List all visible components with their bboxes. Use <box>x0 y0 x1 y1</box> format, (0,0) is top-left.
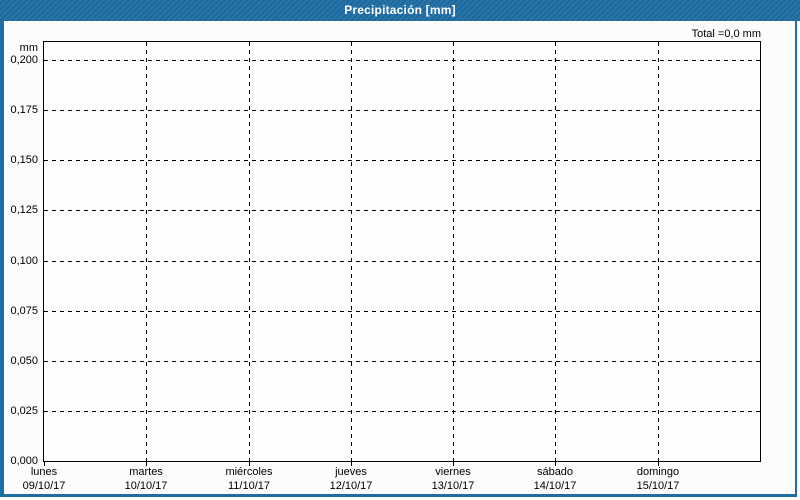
y-tick-label: 0,200 <box>10 54 38 66</box>
x-tick-mark <box>351 462 352 466</box>
v-gridline <box>351 42 352 461</box>
x-tick-day-label: martes <box>129 466 163 478</box>
h-gridline <box>44 311 760 312</box>
x-tick-date-label: 10/10/17 <box>124 480 168 492</box>
y-tick-label: 0,150 <box>10 154 38 166</box>
x-tick-day-label: domingo <box>636 466 680 478</box>
x-tick-day-label: miércoles <box>225 466 273 478</box>
y-tick-label: 0,000 <box>10 455 38 467</box>
x-tick-day-label: jueves <box>335 466 367 478</box>
x-tick-date-label: 12/10/17 <box>329 480 373 492</box>
chart-title: Precipitación [mm] <box>344 3 456 17</box>
h-gridline <box>44 110 760 111</box>
h-gridline <box>44 411 760 412</box>
chart-title-bar: Precipitación [mm] <box>0 0 800 21</box>
y-tick-label: 0,075 <box>10 305 38 317</box>
total-label: Total =0,0 mm <box>691 28 761 40</box>
y-axis-unit-label: mm <box>19 42 38 54</box>
x-tick-mark <box>146 462 147 466</box>
x-tick-mark <box>658 462 659 466</box>
x-tick-mark <box>249 462 250 466</box>
h-gridline <box>44 60 760 61</box>
v-gridline <box>146 42 147 461</box>
x-tick-date-label: 13/10/17 <box>431 480 475 492</box>
h-gridline <box>44 361 760 362</box>
y-tick-label: 0,050 <box>10 355 38 367</box>
y-tick-label: 0,100 <box>10 255 38 267</box>
v-gridline <box>658 42 659 461</box>
v-gridline <box>249 42 250 461</box>
h-gridline <box>44 210 760 211</box>
x-tick-day-label: viernes <box>435 466 471 478</box>
v-gridline <box>555 42 556 461</box>
h-gridline <box>44 261 760 262</box>
y-tick-label: 0,125 <box>10 204 38 216</box>
h-gridline <box>44 160 760 161</box>
chart-frame: Total =0,0 mm mm 0,000 0,025 0,050 0,075 0,1… <box>0 21 797 497</box>
x-tick-day-label: sábado <box>536 466 574 478</box>
x-tick-date-label: 15/10/17 <box>636 480 680 492</box>
x-tick-mark <box>453 462 454 466</box>
v-gridline <box>453 42 454 461</box>
x-tick-mark <box>44 462 45 466</box>
chart-canvas: Total =0,0 mm mm 0,000 0,025 0,050 0,075 0,1… <box>4 21 795 494</box>
x-tick-date-label: 09/10/17 <box>22 480 66 492</box>
x-tick-date-label: 14/10/17 <box>533 480 577 492</box>
x-tick-date-label: 11/10/17 <box>227 480 270 492</box>
plot-area <box>43 41 761 462</box>
x-tick-day-label: lunes <box>30 466 58 478</box>
x-tick-mark <box>555 462 556 466</box>
y-tick-label: 0,175 <box>10 104 38 116</box>
y-tick-label: 0,025 <box>10 405 38 417</box>
